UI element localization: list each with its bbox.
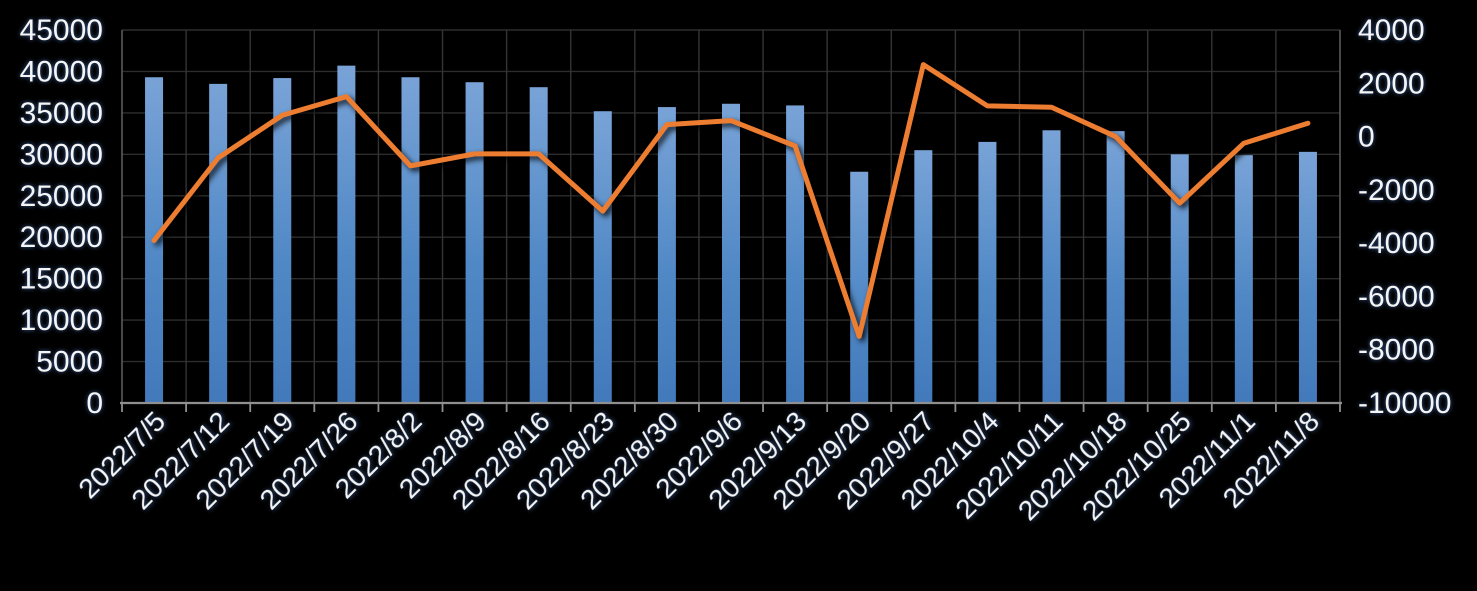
left-axis-tick-label: 45000 (20, 14, 103, 47)
left-axis-tick-label: 5000 (36, 346, 103, 379)
bar (1042, 130, 1061, 403)
bar-series (145, 65, 1317, 404)
left-axis-tick-label: 20000 (20, 221, 103, 254)
right-axis-tick-label: -10000 (1358, 387, 1451, 420)
axes (120, 30, 1342, 412)
bar (593, 111, 612, 403)
bar (657, 107, 676, 403)
right-axis-tick-label: 4000 (1358, 14, 1425, 47)
trend-line (151, 62, 1311, 339)
bar (1234, 155, 1253, 403)
bar (273, 78, 292, 403)
line-series (151, 62, 1311, 339)
left-axis-tick-label: 10000 (20, 304, 103, 337)
bar (978, 141, 997, 403)
left-axis-tick-label: 30000 (20, 138, 103, 171)
bar (786, 105, 805, 403)
bar (465, 82, 484, 403)
bar (529, 87, 548, 404)
bar (337, 65, 356, 404)
right-axis-tick-label: 2000 (1358, 67, 1425, 100)
right-axis-tick-label: -6000 (1358, 280, 1435, 313)
left-axis-tick-label: 15000 (20, 263, 103, 296)
right-axis-tick-label: -2000 (1358, 174, 1435, 207)
left-axis-tick-label: 25000 (20, 180, 103, 213)
right-axis-tick-label: 0 (1358, 121, 1375, 154)
bar (209, 83, 228, 403)
bar (401, 77, 420, 403)
bar (722, 103, 740, 403)
right-axis-tick-label: -8000 (1358, 334, 1435, 367)
left-axis-tick-label: 40000 (20, 55, 103, 88)
left-axis-tick-label: 35000 (20, 97, 103, 130)
right-axis-tick-label: -4000 (1358, 227, 1435, 260)
bar (1298, 151, 1317, 403)
bar (914, 150, 933, 403)
bar (1106, 131, 1125, 403)
bar (1170, 154, 1189, 403)
left-axis-tick-label: 0 (86, 387, 103, 420)
bar (850, 171, 869, 403)
